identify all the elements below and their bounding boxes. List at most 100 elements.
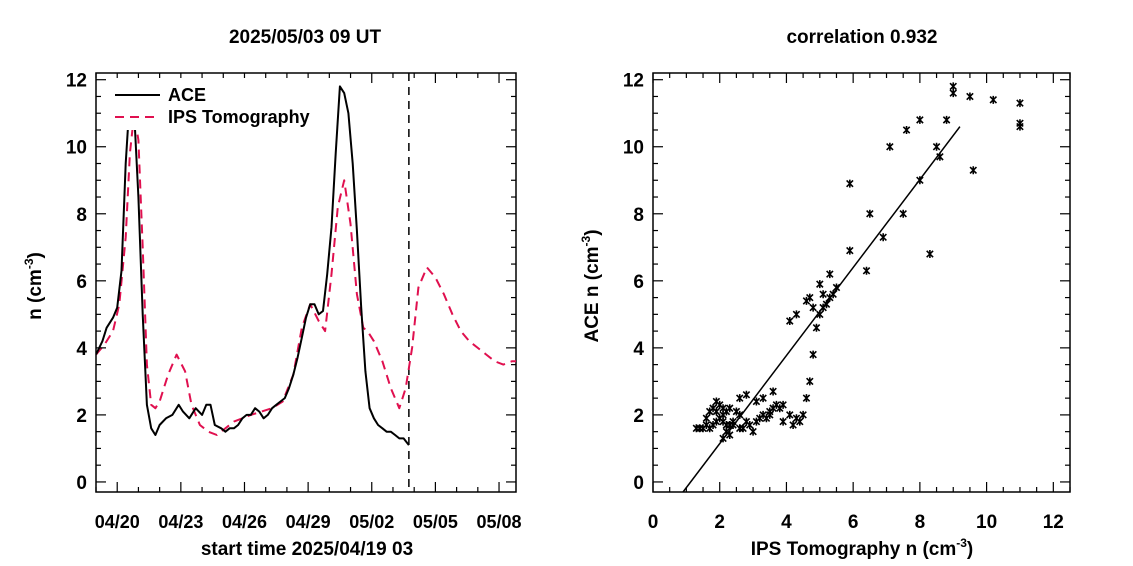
time-series-y-tick-label: 0 bbox=[76, 473, 87, 494]
time-series-plot-area bbox=[95, 72, 517, 493]
scatter-point bbox=[702, 414, 711, 423]
scatter-point bbox=[735, 394, 744, 403]
scatter-point bbox=[742, 417, 751, 426]
scatter-point bbox=[819, 290, 827, 299]
scatter-point bbox=[846, 179, 854, 188]
scatter-y-label-close: ) bbox=[582, 229, 603, 235]
time-series-y-tick-label: 6 bbox=[76, 272, 87, 293]
time-series-x-tick-label: 04/20 bbox=[95, 512, 140, 532]
scatter-point bbox=[769, 387, 777, 396]
scatter-y-tick-label: 10 bbox=[623, 138, 644, 159]
time-series-y-label-close: ) bbox=[25, 252, 46, 258]
time-series-x-tick-label: 05/08 bbox=[477, 512, 522, 532]
scatter-point bbox=[879, 233, 887, 242]
scatter-point bbox=[792, 310, 801, 319]
scatter-y-axis-label: ACE n (cm-3) bbox=[579, 229, 603, 342]
scatter-point bbox=[789, 420, 797, 429]
scatter-y-tick-label: 6 bbox=[633, 272, 644, 293]
scatter-point bbox=[816, 310, 824, 319]
scatter-y-tick-label: 12 bbox=[623, 71, 644, 92]
time-series-y-label-sup: -3 bbox=[22, 258, 36, 269]
scatter-y-ticks: 0 2 4 6 8 10 12 bbox=[623, 71, 1070, 494]
scatter-point bbox=[792, 414, 801, 423]
time-series-x-ticks: 04/20 04/23 04/26 04/29 05/02 05/05 05/08 bbox=[95, 73, 522, 532]
scatter-point bbox=[916, 176, 924, 185]
time-series-y-label-main: n (cm bbox=[25, 269, 46, 320]
scatter-point bbox=[752, 397, 761, 406]
scatter-x-tick-label: 6 bbox=[848, 512, 859, 533]
time-series-y-tick-label: 10 bbox=[66, 138, 87, 159]
time-series-x-axis-label: start time 2025/04/19 03 bbox=[201, 539, 413, 560]
scatter-y-label-main: ACE n (cm bbox=[582, 246, 603, 342]
scatter-point bbox=[1016, 119, 1024, 128]
time-series-x-tick-label: 05/02 bbox=[349, 512, 394, 532]
time-series-y-tick-label: 8 bbox=[76, 205, 87, 226]
legend: ACE IPS Tomography bbox=[108, 78, 333, 130]
time-series-chart: 2025/05/03 09 UT 04/20 04/23 04/26 04/29 05/… bbox=[22, 27, 522, 560]
ips-tomography-series-line bbox=[96, 112, 516, 436]
scatter-point bbox=[966, 92, 974, 101]
scatter-point bbox=[969, 166, 978, 175]
legend-ips-label: IPS Tomography bbox=[168, 107, 310, 127]
scatter-point bbox=[786, 410, 794, 419]
scatter-point bbox=[899, 209, 907, 218]
scatter-point bbox=[886, 142, 894, 151]
scatter-point bbox=[826, 270, 834, 279]
scatter-point bbox=[832, 283, 841, 292]
scatter-y-tick-label: 0 bbox=[633, 473, 644, 494]
scatter-x-tick-label: 4 bbox=[781, 512, 792, 533]
scatter-points bbox=[692, 82, 1024, 443]
time-series-y-axis-label: n (cm-3) bbox=[22, 252, 46, 320]
scatter-point bbox=[742, 390, 751, 399]
legend-background bbox=[108, 78, 333, 130]
scatter-point bbox=[846, 246, 854, 255]
scatter-chart: correlation 0.932 0 2 4 6 8 10 12 0 2 4 6 8 10 12 IP… bbox=[579, 27, 1071, 560]
scatter-point bbox=[949, 89, 958, 98]
left-chart-title: 2025/05/03 09 UT bbox=[229, 27, 382, 48]
scatter-point bbox=[949, 82, 958, 91]
legend-ace-label: ACE bbox=[168, 85, 206, 105]
scatter-point bbox=[829, 290, 837, 299]
scatter-point bbox=[932, 142, 941, 151]
scatter-y-tick-label: 8 bbox=[633, 205, 644, 226]
scatter-point bbox=[926, 250, 934, 259]
scatter-point bbox=[916, 115, 924, 124]
scatter-point bbox=[719, 434, 727, 443]
scatter-point bbox=[942, 115, 951, 124]
scatter-point bbox=[735, 410, 744, 419]
scatter-x-tick-label: 2 bbox=[714, 512, 725, 533]
scatter-point bbox=[759, 394, 767, 403]
scatter-point bbox=[809, 303, 817, 312]
scatter-point bbox=[866, 209, 874, 218]
scatter-y-tick-label: 4 bbox=[633, 339, 644, 360]
scatter-x-ticks: 0 2 4 6 8 10 12 bbox=[648, 73, 1071, 533]
scatter-point bbox=[786, 317, 794, 326]
scatter-point bbox=[725, 431, 734, 440]
scatter-point bbox=[779, 400, 787, 409]
time-series-x-tick-label: 04/29 bbox=[286, 512, 331, 532]
scatter-point bbox=[802, 296, 811, 305]
scatter-x-label-main: IPS Tomography n (cm bbox=[751, 539, 957, 560]
scatter-point bbox=[719, 410, 727, 419]
time-series-y-tick-label: 2 bbox=[76, 406, 87, 427]
ace-series-line bbox=[96, 85, 410, 446]
scatter-point bbox=[729, 420, 737, 429]
scatter-point bbox=[765, 410, 774, 419]
scatter-x-tick-label: 10 bbox=[976, 512, 997, 533]
scatter-point bbox=[725, 404, 734, 413]
scatter-point bbox=[806, 377, 814, 386]
scatter-point bbox=[862, 266, 871, 275]
time-series-axes-frame bbox=[95, 72, 517, 493]
scatter-x-label-close: ) bbox=[967, 539, 973, 560]
time-series-x-tick-label: 04/26 bbox=[222, 512, 267, 532]
scatter-x-tick-label: 8 bbox=[915, 512, 926, 533]
scatter-point bbox=[735, 424, 744, 433]
scatter-point bbox=[755, 414, 764, 423]
scatter-x-label-sup: -3 bbox=[956, 536, 967, 550]
time-series-x-tick-label: 04/23 bbox=[158, 512, 203, 532]
scatter-x-axis-label: IPS Tomography n (cm-3) bbox=[751, 536, 974, 560]
scatter-point bbox=[812, 323, 821, 332]
scatter-point bbox=[802, 394, 811, 403]
scatter-axes-frame bbox=[652, 72, 1071, 493]
